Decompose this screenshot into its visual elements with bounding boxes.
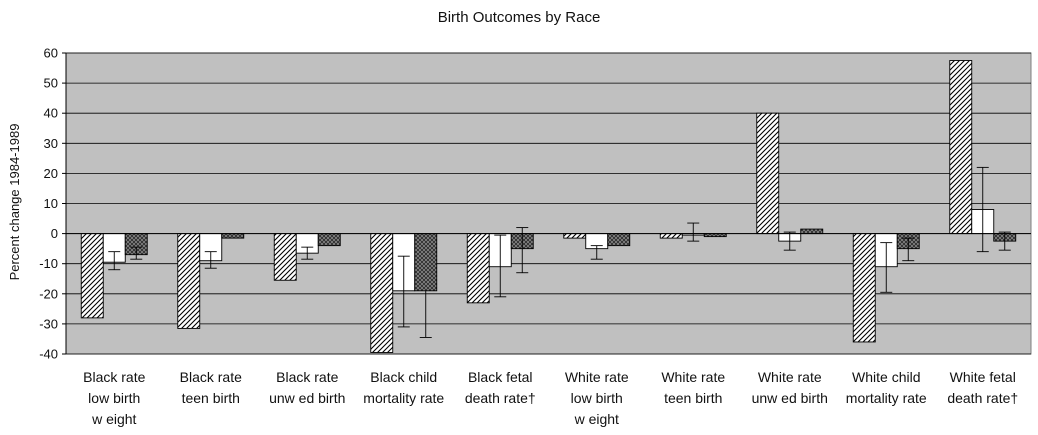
y-tick-label: -30 xyxy=(39,316,58,331)
bar xyxy=(221,233,245,239)
y-tick-label: 40 xyxy=(44,106,58,121)
x-category-label-line: Black child xyxy=(370,369,437,385)
x-category-label-line: w eight xyxy=(574,411,619,427)
bar xyxy=(563,233,587,239)
x-category-label-line: low birth xyxy=(88,390,140,406)
x-category-label: White rate teen birth xyxy=(661,369,725,406)
x-category-label-line: Black rate xyxy=(83,369,145,385)
bar xyxy=(177,233,201,329)
x-category-label: White rate unw ed birth xyxy=(752,369,828,406)
bar xyxy=(466,233,490,304)
chart-title: Birth Outcomes by Race xyxy=(438,9,601,26)
x-category-label: White rate low birth w eight xyxy=(565,369,629,427)
y-tick-label: -20 xyxy=(39,286,58,301)
bar xyxy=(659,233,683,239)
bar xyxy=(414,233,438,292)
x-category-label-line: mortality rate xyxy=(846,390,927,406)
y-tick-label: -10 xyxy=(39,256,58,271)
bar xyxy=(370,233,394,353)
x-category-label-line: teen birth xyxy=(664,390,722,406)
x-category-label-line: White child xyxy=(852,369,920,385)
y-tick-label: 20 xyxy=(44,166,58,181)
x-category-label: White fetal death rate† xyxy=(947,369,1018,406)
x-category-label-line: low birth xyxy=(571,390,623,406)
x-category-label-line: White rate xyxy=(758,369,822,385)
x-category-label-line: Black rate xyxy=(180,369,242,385)
bar xyxy=(317,233,341,247)
y-tick-label: 50 xyxy=(44,76,58,91)
y-axis-label: Percent change 1984-1989 xyxy=(7,124,22,281)
x-category-label: Black rate teen birth xyxy=(180,369,242,406)
y-tick-label: 30 xyxy=(44,136,58,151)
bar xyxy=(852,233,876,343)
x-category-label-line: unw ed birth xyxy=(752,390,828,406)
bar xyxy=(949,60,973,235)
y-tick-label: 60 xyxy=(44,46,58,61)
x-category-label: White child mortality rate xyxy=(846,369,927,406)
x-category-label: Black rate low birth w eight xyxy=(83,369,145,427)
x-category-label: Black fetal death rate† xyxy=(465,369,536,406)
x-category-label: Black rate unw ed birth xyxy=(269,369,345,406)
x-category-label: Black child mortality rate xyxy=(363,369,444,406)
y-tick-label: 10 xyxy=(44,196,58,211)
x-category-label-line: Black rate xyxy=(276,369,338,385)
y-tick-label: -40 xyxy=(39,347,58,362)
x-category-label-line: unw ed birth xyxy=(269,390,345,406)
x-category-label-line: White rate xyxy=(661,369,725,385)
plot-area: 60 50 40 30 20 10 0 -10 -20 -30 -40 Black rate low b… xyxy=(39,46,1032,427)
x-category-label-line: death rate† xyxy=(465,390,536,406)
x-category-label-line: death rate† xyxy=(947,390,1018,406)
bar xyxy=(273,233,297,281)
bar xyxy=(80,233,104,319)
x-category-label-line: White fetal xyxy=(950,369,1016,385)
bar xyxy=(756,112,780,235)
y-tick-label: 0 xyxy=(51,226,58,241)
x-category-label-line: teen birth xyxy=(182,390,240,406)
bar xyxy=(800,228,824,235)
x-category-label-line: White rate xyxy=(565,369,629,385)
x-category-label-line: mortality rate xyxy=(363,390,444,406)
x-category-label-line: w eight xyxy=(91,411,136,427)
x-category-label-line: Black fetal xyxy=(468,369,533,385)
bar xyxy=(607,233,631,247)
